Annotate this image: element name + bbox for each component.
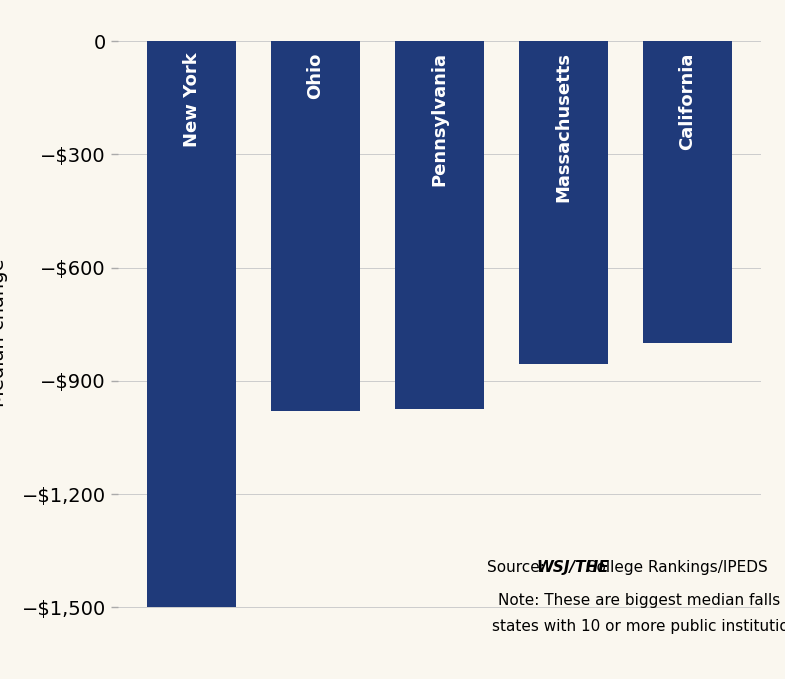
Text: WSJ/THE: WSJ/THE xyxy=(536,560,609,575)
Text: Source:: Source: xyxy=(487,560,550,575)
Text: Massachusetts: Massachusetts xyxy=(554,52,572,202)
Bar xyxy=(643,41,732,343)
Y-axis label: Median change: Median change xyxy=(0,259,8,407)
Text: Pennsylvania: Pennsylvania xyxy=(431,52,448,187)
Text: California: California xyxy=(678,52,696,150)
Text: College Rankings/IPEDS: College Rankings/IPEDS xyxy=(581,560,768,575)
Text: New York: New York xyxy=(183,52,201,147)
Bar xyxy=(519,41,608,364)
Text: Note: These are biggest median falls in: Note: These are biggest median falls in xyxy=(498,593,785,608)
Bar xyxy=(147,41,236,607)
Bar xyxy=(395,41,484,409)
Text: states with 10 or more public institutions: states with 10 or more public institutio… xyxy=(492,619,785,634)
Bar xyxy=(271,41,360,411)
Text: Ohio: Ohio xyxy=(307,52,325,99)
